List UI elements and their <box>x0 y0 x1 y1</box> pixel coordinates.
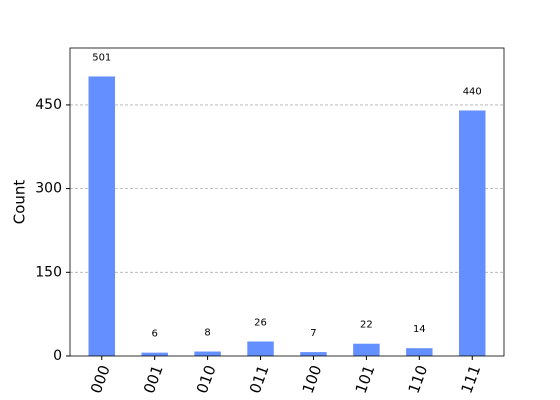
bar <box>300 352 327 356</box>
x-tick-label: 011 <box>246 363 273 396</box>
y-tick-label: 300 <box>35 181 62 197</box>
x-tick-label: 001 <box>140 363 167 396</box>
x-tick-label: 100 <box>299 363 326 396</box>
bar <box>247 341 274 356</box>
y-axis-label: Count <box>11 180 29 225</box>
value-label: 440 <box>463 86 482 97</box>
y-tick-label: 0 <box>53 348 62 364</box>
bar <box>353 343 380 356</box>
value-label: 14 <box>413 324 426 335</box>
bar <box>194 351 221 356</box>
bar <box>406 348 433 356</box>
value-label: 26 <box>254 317 267 328</box>
value-label: 8 <box>204 328 210 339</box>
x-tick-label: 010 <box>193 363 220 396</box>
x-tick-label: 111 <box>458 363 485 396</box>
plot-frame <box>69 47 505 357</box>
y-tick-label: 150 <box>35 264 62 280</box>
value-label: 7 <box>310 328 316 339</box>
bar <box>459 110 486 356</box>
value-label: 501 <box>92 52 111 63</box>
value-label: 6 <box>151 329 157 340</box>
bar <box>141 352 168 356</box>
x-tick-label: 110 <box>405 363 432 396</box>
bar <box>88 76 115 357</box>
x-tick-label: 101 <box>352 363 379 396</box>
x-tick-label: 000 <box>87 363 114 396</box>
y-tick-label: 450 <box>35 97 62 113</box>
value-label: 22 <box>360 320 373 331</box>
